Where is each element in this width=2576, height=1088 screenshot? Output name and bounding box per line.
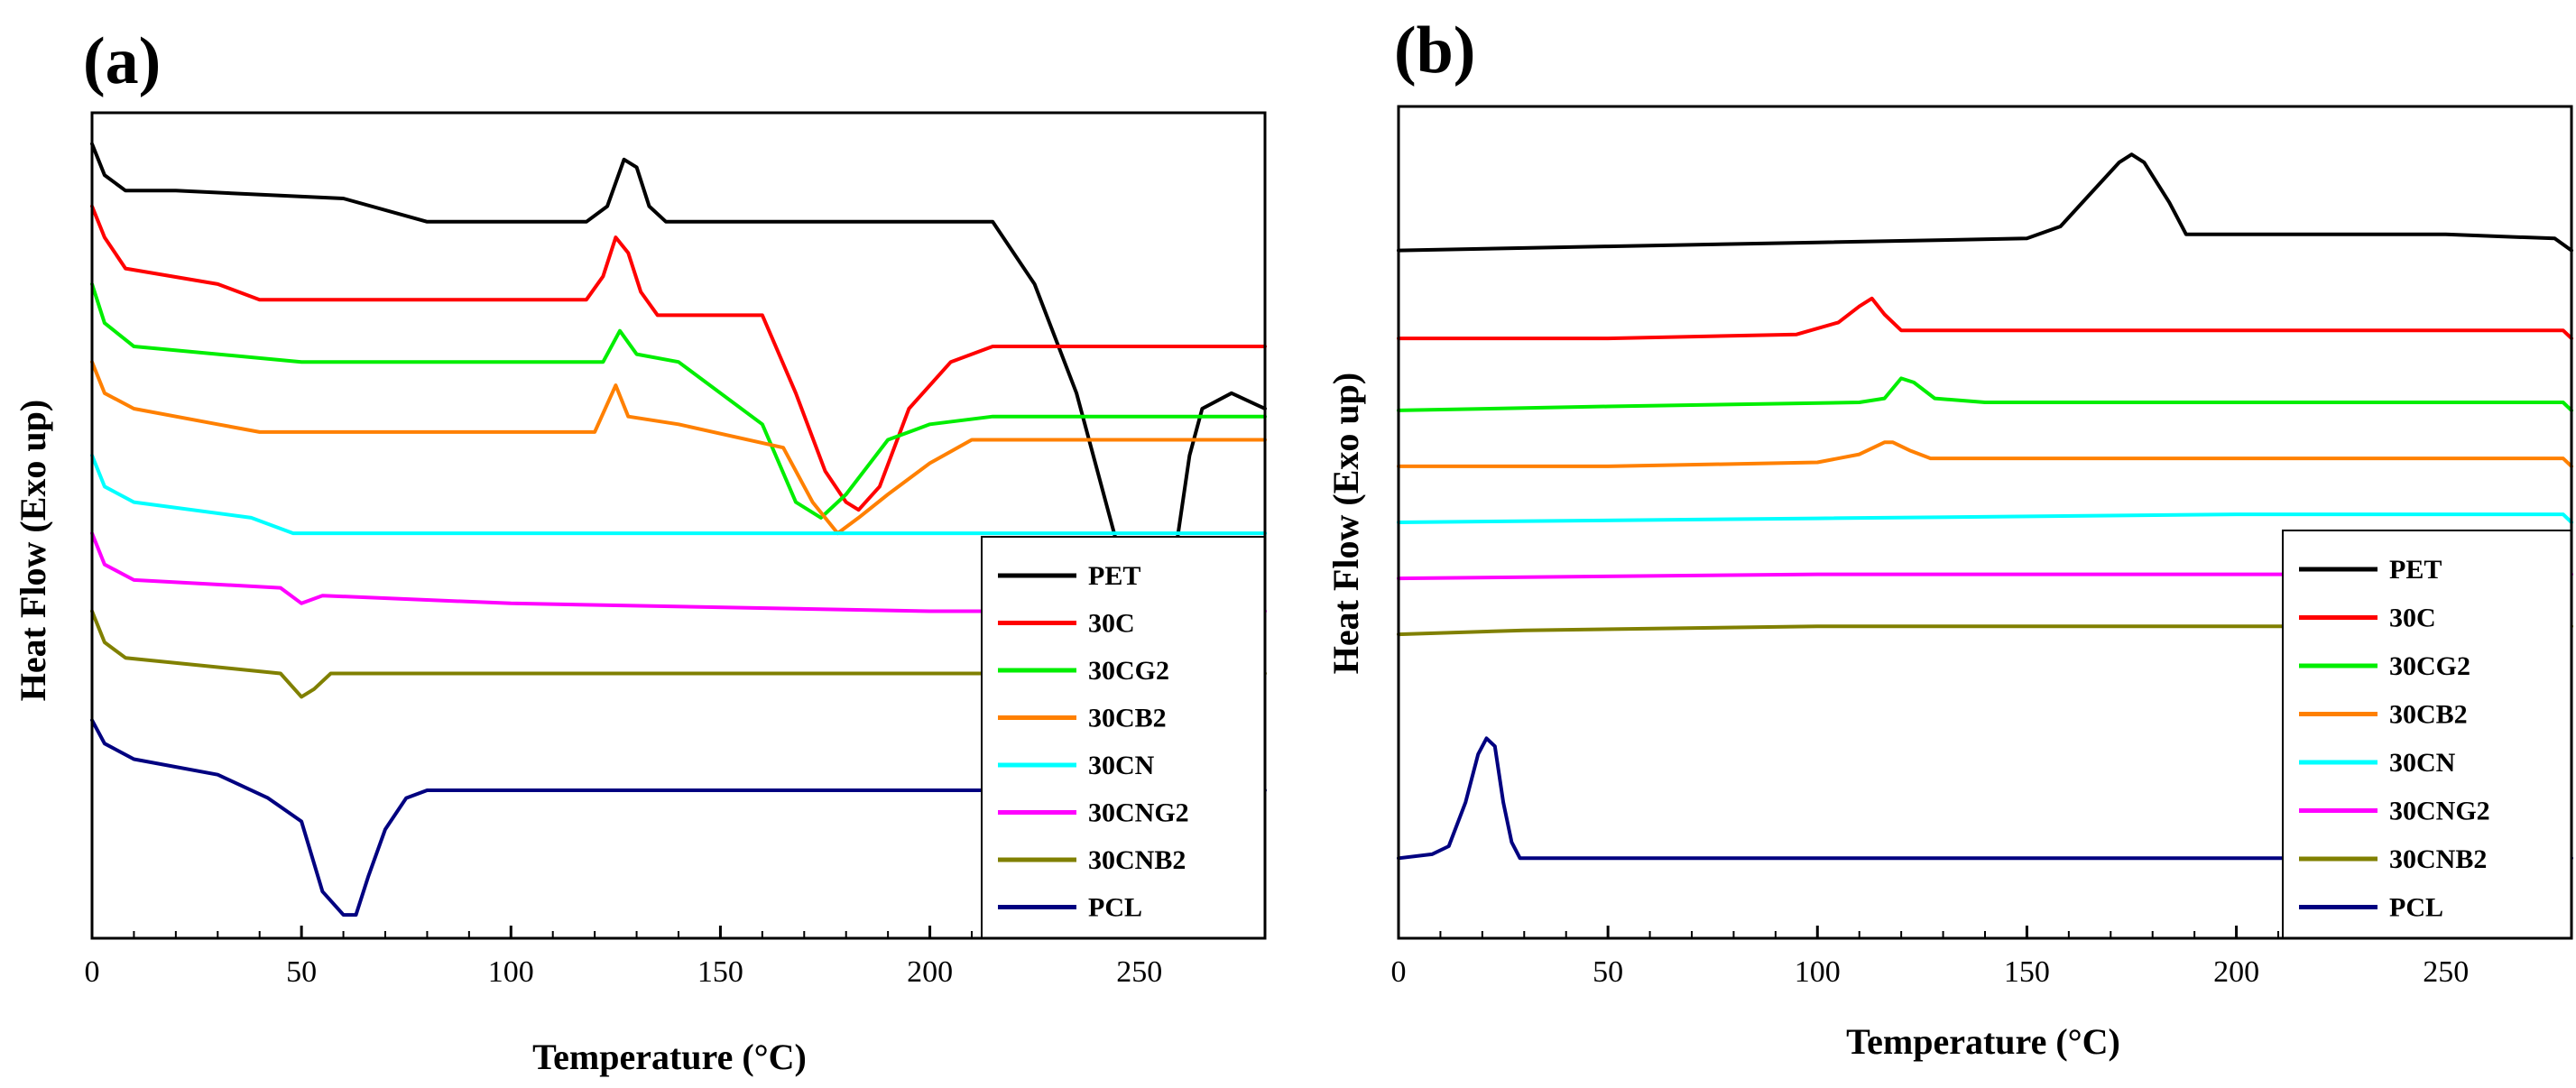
- panel-b-xlabel: Temperature (°C): [1846, 1021, 2120, 1062]
- panel-b-ylabel: Heat Flow (Exo up): [1325, 373, 1366, 674]
- panel-b-frame: [1397, 105, 2573, 940]
- panel-b: (b) Heat Flow (Exo up) Temperature (°C) …: [1325, 14, 2573, 1062]
- panel-b-legend-label: PET: [2389, 555, 2442, 585]
- panel-a-label: (a): [83, 24, 161, 98]
- panel-b-series-30cb2: [1397, 440, 2573, 468]
- panel-b-xtick-label: 100: [1795, 955, 1841, 989]
- panel-a-xtick-label: 0: [85, 955, 100, 989]
- panel-a-series-30cg2: [90, 281, 1267, 520]
- panel-b-legend-label: 30C: [2389, 604, 2436, 633]
- panel-a-frame: [90, 111, 1267, 940]
- panel-a-legend-label: PCL: [1088, 893, 1142, 923]
- panel-a-legend-label: 30CNG2: [1088, 798, 1189, 828]
- panel-a-series-30cn: [90, 453, 1267, 536]
- panel-a-xtick-label: 50: [286, 955, 317, 989]
- panel-a-xtick-label: 150: [697, 955, 743, 989]
- panel-b-series-30cg2: [1397, 376, 2573, 412]
- panel-b-legend-label: 30CB2: [2389, 700, 2468, 730]
- panel-a-legend-label: 30CB2: [1088, 704, 1167, 733]
- panel-b-series-pet: [1397, 152, 2573, 253]
- panel-a-series-30cng2: [90, 531, 1267, 613]
- panel-b-legend-label: 30CNG2: [2389, 797, 2490, 826]
- panel-b-tick-labels: 0 50 100 150 200 250: [1391, 955, 2470, 989]
- panel-b-xtick-label: 250: [2423, 955, 2469, 989]
- panel-a-legend-label: PET: [1088, 561, 1140, 591]
- panel-a-ylabel: Heat Flow (Exo up): [13, 400, 53, 701]
- panel-b-xtick-label: 200: [2213, 955, 2259, 989]
- panel-a-series-30c: [90, 204, 1267, 512]
- panel-a-legend-label: 30CG2: [1088, 656, 1169, 686]
- panel-b-series-30cn: [1397, 512, 2573, 524]
- panel-b-legend-label: 30CNB2: [2389, 844, 2487, 874]
- panel-a-xtick-label: 100: [488, 955, 534, 989]
- panel-a-legend: PET 30C 30CG2 30CB2 30CN 30CNG2 30CNB2 PCL: [981, 536, 1266, 939]
- panel-b-series-pcl: [1397, 736, 2573, 861]
- panel-b-legend-label: 30CG2: [2389, 651, 2470, 681]
- panel-a-legend-label: 30CN: [1088, 751, 1155, 780]
- panel-a-series: [90, 142, 1267, 917]
- panel-b-xtick-label: 0: [1391, 955, 1407, 989]
- panel-b-label: (b): [1394, 14, 1475, 88]
- panel-a-series-pcl: [90, 718, 1267, 917]
- panel-a: (a) Heat Flow (Exo up) Temperature (°C) …: [13, 24, 1267, 1077]
- panel-a-legend-box: [981, 536, 1266, 939]
- panel-a-series-30cb2: [90, 360, 1267, 536]
- panel-a-xtick-label: 200: [907, 955, 953, 989]
- panel-b-legend-label: 30CN: [2389, 748, 2456, 778]
- panel-b-xtick-label: 150: [2004, 955, 2050, 989]
- panel-b-legend-box: [2282, 530, 2572, 939]
- panel-a-legend-label: 30C: [1088, 609, 1135, 639]
- panel-b-legend: PET 30C 30CG2 30CB2 30CN 30CNG2 30CNB2 PCL: [2282, 530, 2572, 939]
- panel-b-series-30c: [1397, 296, 2573, 341]
- panel-a-tick-labels: 0 50 100 150 200 250: [85, 955, 1163, 989]
- panel-a-legend-label: 30CNB2: [1088, 845, 1186, 875]
- panel-b-legend-label: PCL: [2389, 893, 2443, 923]
- panel-a-series-30cnb2: [90, 609, 1267, 699]
- panel-a-xtick-label: 250: [1116, 955, 1162, 989]
- panel-b-xtick-label: 50: [1593, 955, 1623, 989]
- panel-a-xlabel: Temperature (°C): [532, 1037, 807, 1077]
